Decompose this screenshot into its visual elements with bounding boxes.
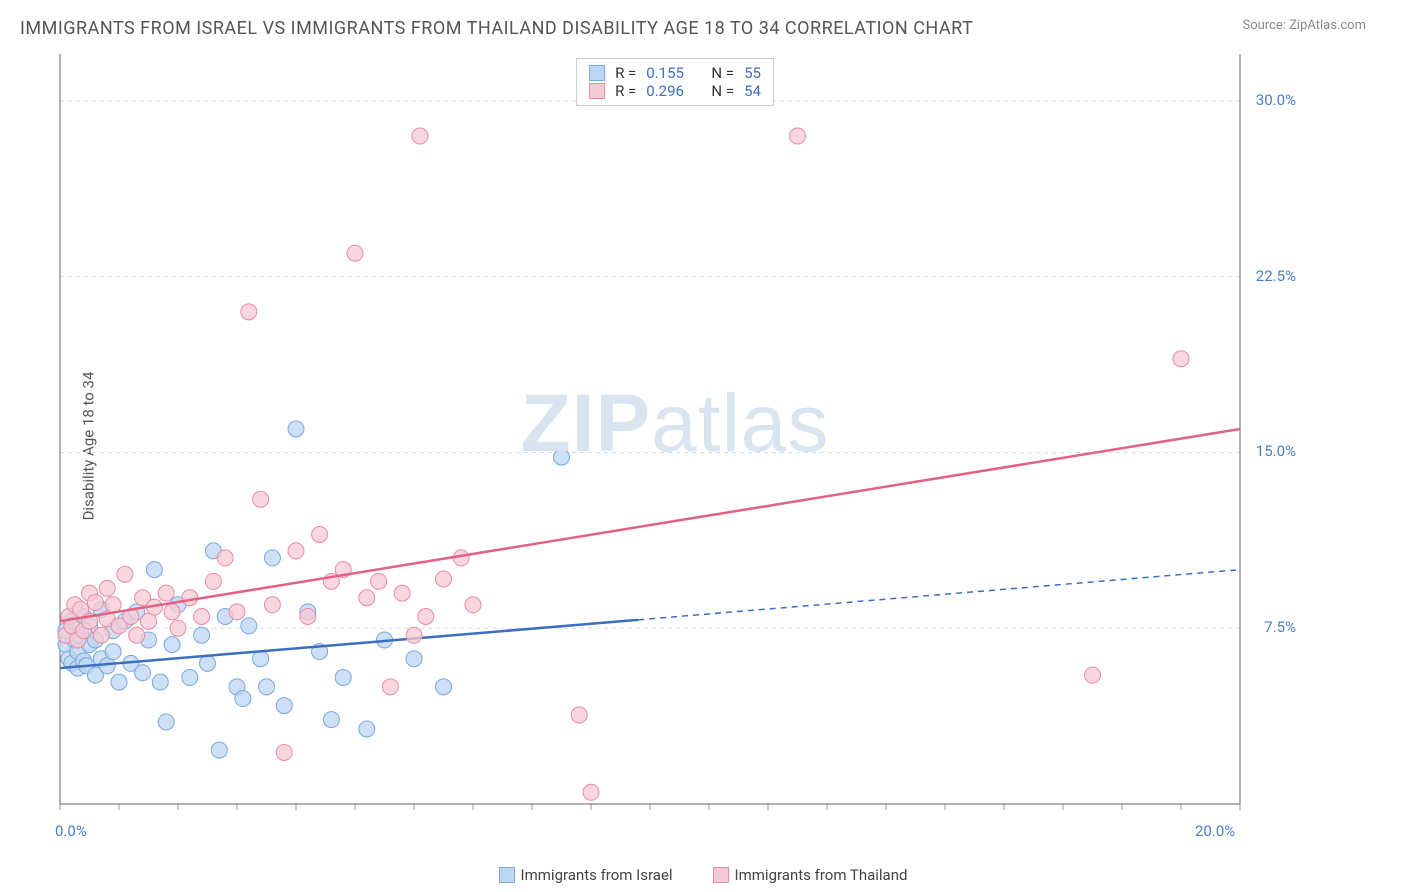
xtick-label: 0.0% [55, 822, 87, 840]
swatch-thailand [713, 867, 729, 883]
ytick-label: 22.5% [1256, 267, 1296, 285]
stats-row: R = 0.296 N = 54 [589, 82, 761, 100]
bottom-legend: Immigrants from Israel Immigrants from T… [0, 866, 1406, 884]
stats-row: R = 0.155 N = 55 [589, 64, 761, 82]
ytick-label: 30.0% [1256, 91, 1296, 109]
stats-legend: R = 0.155 N = 55 R = 0.296 N = 54 [576, 58, 774, 106]
ytick-label: 7.5% [1264, 618, 1296, 636]
legend-item-thailand: Immigrants from Thailand [713, 866, 908, 884]
chart-area: ZIPatlas R = 0.155 N = 55 R = 0.296 N = … [50, 54, 1300, 824]
chart-title: IMMIGRANTS FROM ISRAEL VS IMMIGRANTS FRO… [20, 18, 973, 39]
legend-label-israel: Immigrants from Israel [521, 866, 673, 884]
ytick-label: 15.0% [1256, 442, 1296, 460]
legend-item-israel: Immigrants from Israel [499, 866, 673, 884]
scatter-plot [50, 54, 1300, 824]
legend-label-thailand: Immigrants from Thailand [735, 866, 908, 884]
chart-source: Source: ZipAtlas.com [1242, 18, 1366, 33]
xtick-label: 20.0% [1195, 822, 1235, 840]
swatch-israel [499, 867, 515, 883]
